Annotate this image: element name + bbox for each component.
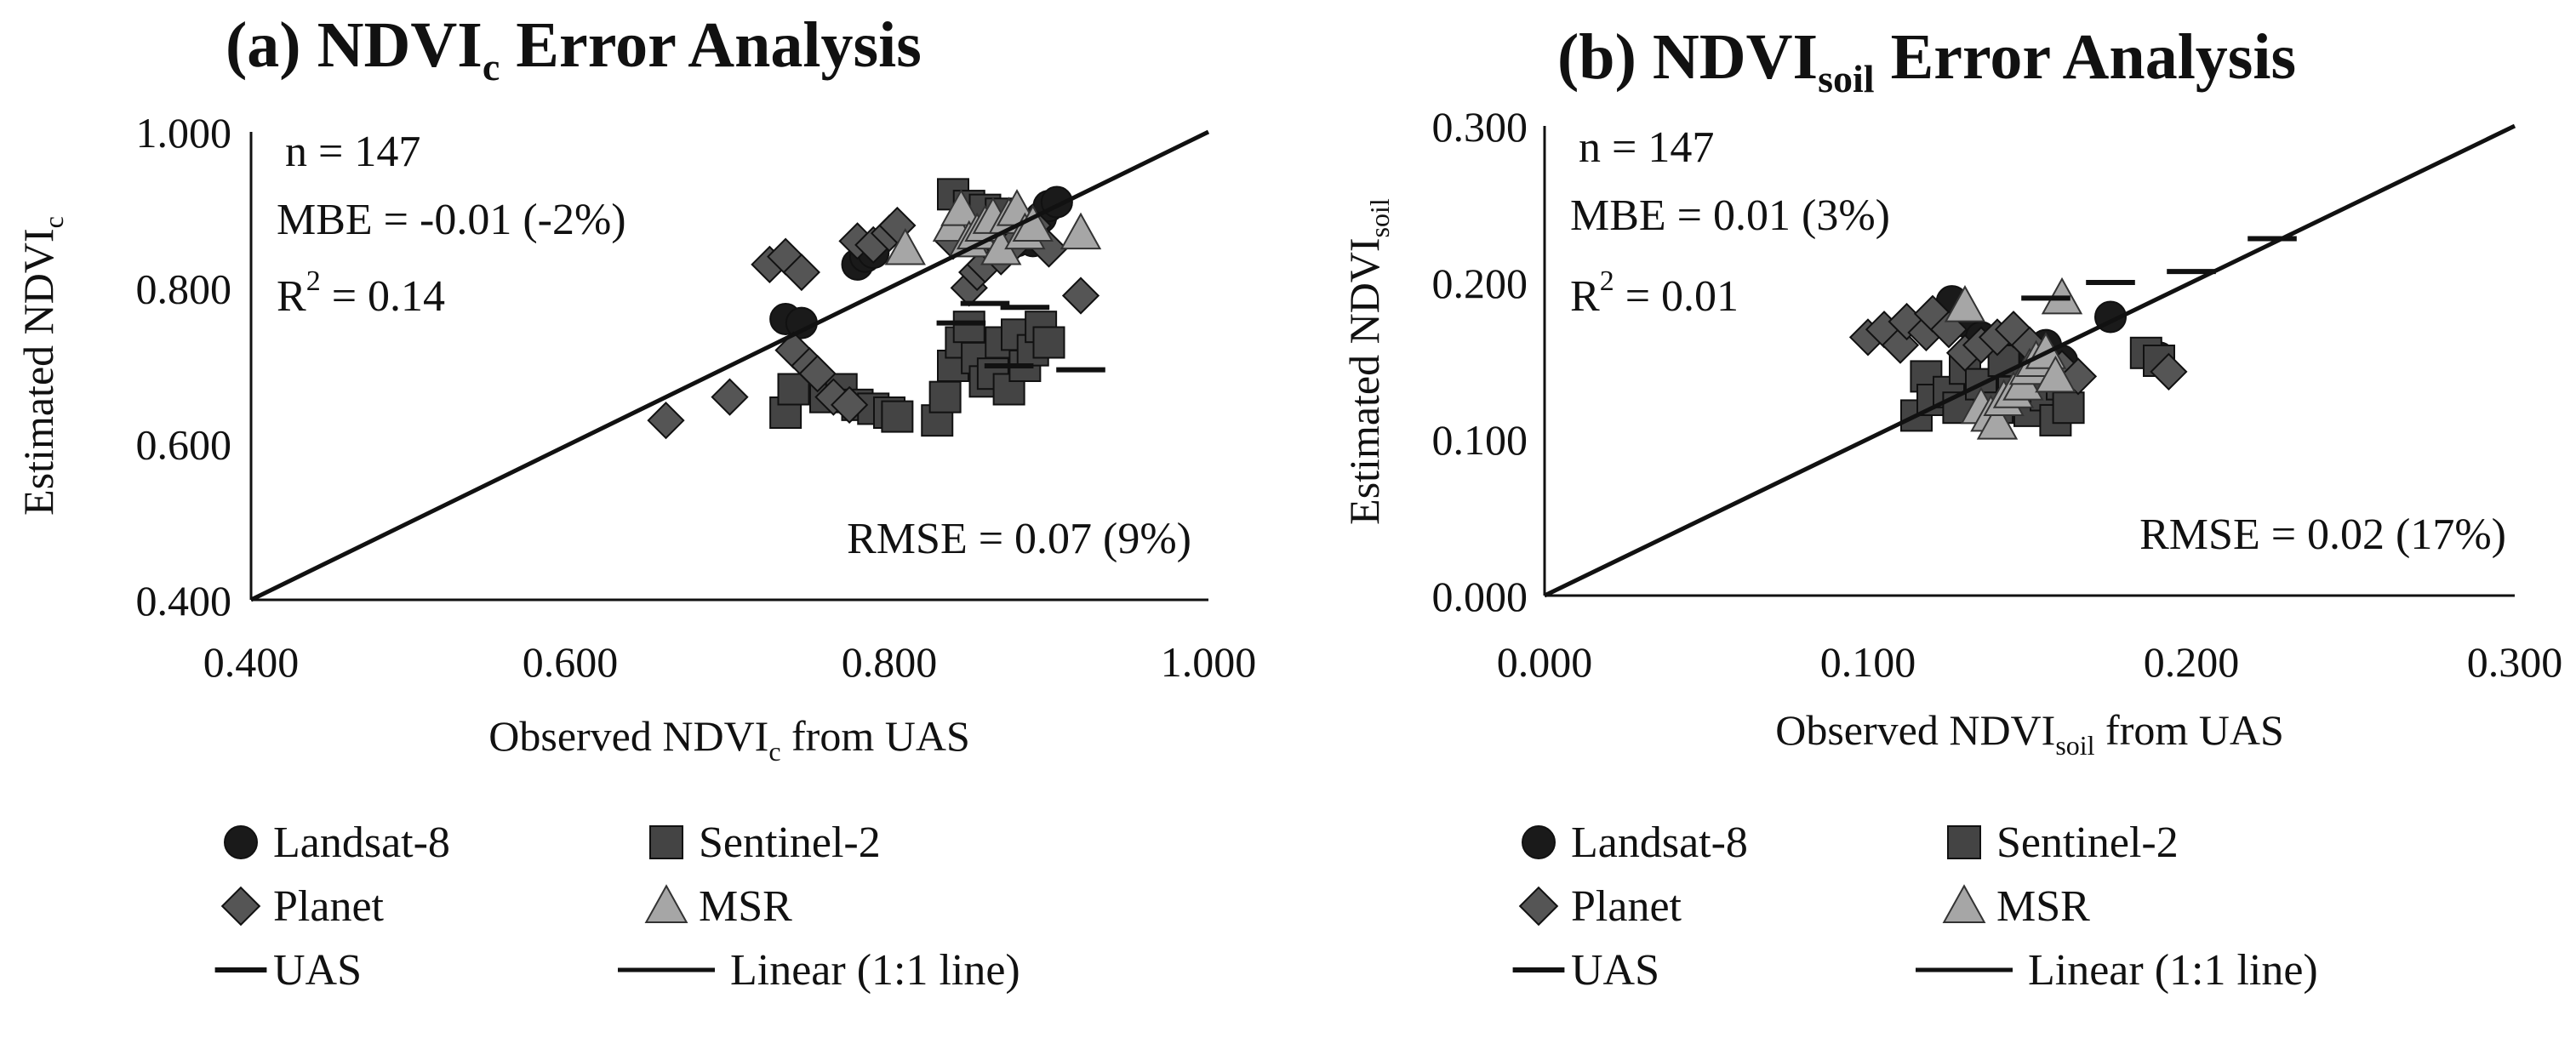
data-point [2059,357,2098,396]
legend-label: Linear (1:1 line) [2028,946,2318,995]
x-axis-label: Observed NDVIc from UAS [488,712,970,767]
data-point [1944,285,1986,322]
legend-label: Planet [273,882,385,931]
data-point [1929,311,1968,349]
data-point [1881,326,1920,364]
series-msr [884,189,1102,265]
stat-rmse: RMSE = 0.02 (17%) [2139,510,2506,559]
y-axis-label: Estimated NDVIc [14,216,69,516]
one-to-one-line [249,129,1210,602]
x-tick-label: 0.400 [203,638,300,686]
one-to-one-line [1543,123,2516,598]
stat-rmse: RMSE = 0.07 (9%) [847,515,1191,563]
data-point [1976,402,2019,440]
legend-label: Sentinel-2 [1996,818,2179,867]
legend-label: Landsat-8 [1571,818,1748,867]
legend-label: UAS [273,946,362,995]
y-axis-label: Estimated NDVIsoil [1340,198,1395,525]
stat-mbe: MBE = -0.01 (-2%) [277,196,626,244]
data-point [928,380,962,413]
x-tick-label: 0.200 [2144,638,2240,686]
y-tick-label: 0.300 [1432,103,1528,151]
legend-marker-triangle [644,884,688,923]
stat-n: n = 147 [1579,123,1714,172]
stat-mbe: MBE = 0.01 (3%) [1570,191,1890,240]
x-axis-label: Observed NDVIsoil from UAS [1775,706,2284,761]
x-tick-label: 1.000 [1161,638,1257,686]
legend-label: Sentinel-2 [699,818,881,867]
data-point [782,253,820,292]
chart-panel-a: (a) NDVIc Error Analysis 0.400 0.600 0.800 1… [14,9,1256,995]
x-tick-label: 0.100 [1820,638,1916,686]
data-point [1061,277,1100,315]
legend-marker-diamond [1518,886,1559,927]
data-point [2035,355,2076,393]
y-tick-label: 0.400 [136,577,232,625]
data-point [2150,352,2188,391]
data-point [777,373,810,406]
legend-marker-circle [1522,825,1556,859]
y-tick-label: 0.100 [1432,416,1528,464]
chart-legend: Landsat-8 Sentinel-2 Planet MSR UAS Linear (1… [1512,818,2318,995]
legend-marker-square [649,825,683,859]
series-uas [936,300,1105,373]
chart-title: (a) NDVIc Error Analysis [226,9,922,88]
data-point [952,311,985,344]
chart-legend: Landsat-8 Sentinel-2 Planet MSR UAS Linear (1… [214,818,1020,995]
data-point [881,400,914,433]
legend-marker-circle [224,825,258,859]
x-tick-label: 0.000 [1497,638,1593,686]
y-tick-label: 1.000 [136,109,232,157]
legend-marker-triangle [1942,884,1986,923]
legend-label: UAS [1571,946,1659,995]
y-tick-label: 0.000 [1432,573,1528,620]
stat-n: n = 147 [285,128,420,176]
x-tick-label: 0.800 [842,638,938,686]
data-point [647,402,685,440]
data-point [884,227,926,265]
data-point [1032,326,1065,359]
y-tick-label: 0.200 [1432,260,1528,307]
data-point [2052,391,2085,425]
data-point [711,378,749,416]
stat-r2: R2 = 0.01 [1570,265,1739,321]
data-point [940,189,982,226]
legend-label: Linear (1:1 line) [730,946,1020,995]
y-tick-label: 0.600 [136,421,232,469]
data-point [831,385,869,424]
legend-label: Planet [1571,882,1682,931]
data-point [798,355,837,393]
x-tick-label: 0.300 [2467,638,2563,686]
y-tick-label: 0.800 [136,265,232,312]
legend-label: Landsat-8 [273,818,450,867]
stat-r2: R2 = 0.14 [277,265,445,321]
legend-marker-diamond [220,886,261,927]
data-point [1060,212,1102,250]
chart-title: (b) NDVIsoil Error Analysis [1557,21,2296,100]
legend-marker-square [1947,825,1981,859]
chart-panel-b: (b) NDVIsoil Error Analysis 0.000 0.100 0.2… [1340,21,2562,995]
series-uas [2021,236,2297,301]
legend-label: MSR [699,882,792,931]
x-tick-label: 0.600 [523,638,619,686]
legend-label: MSR [1996,882,2090,931]
